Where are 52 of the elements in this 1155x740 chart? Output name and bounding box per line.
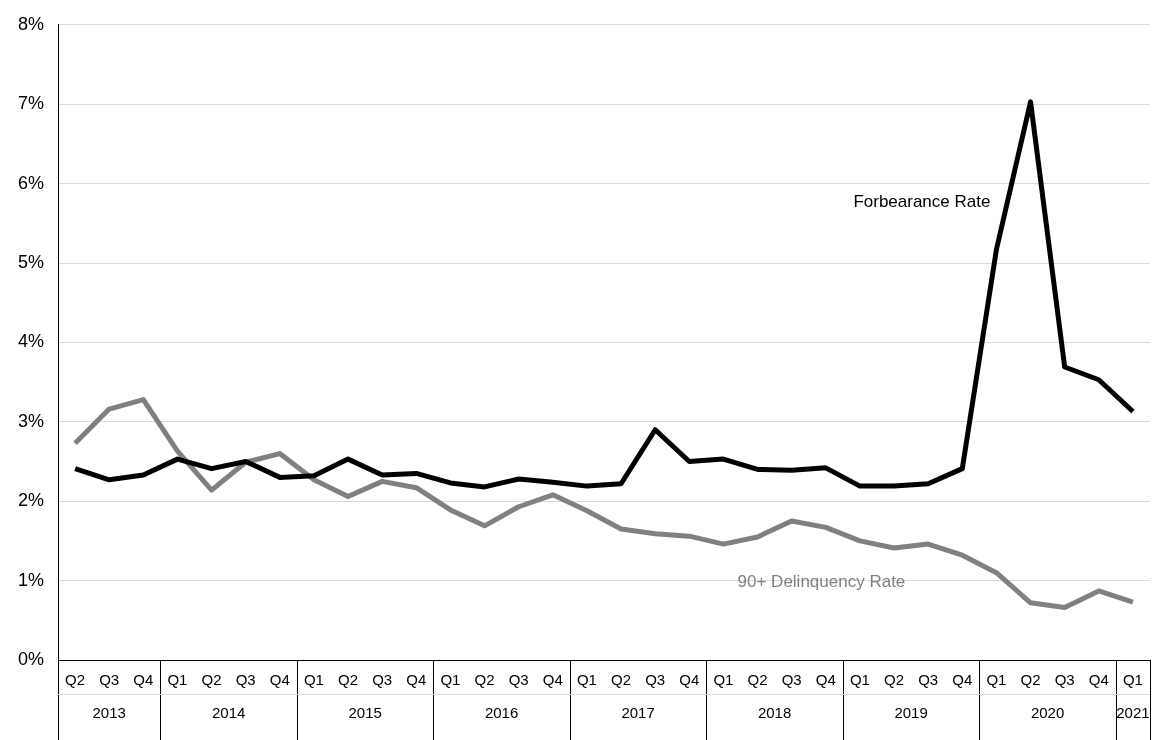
- y-tick-label: 6%: [18, 172, 45, 193]
- y-tick-label: 7%: [18, 93, 45, 114]
- x-tick-label: Q1: [713, 671, 734, 689]
- y-tick-label: 5%: [18, 251, 45, 272]
- text: 2014: [211, 704, 246, 722]
- x-tick-label: Q4: [952, 671, 973, 689]
- x-tick-label: Q2: [201, 671, 222, 689]
- series-label: 90+ Delinquency Rate: [737, 571, 906, 591]
- x-tick-label: Q4: [406, 671, 427, 689]
- x-tick-label: Q4: [133, 671, 154, 689]
- x-tick-label: Q1: [167, 671, 188, 689]
- x-tick-label: Q3: [508, 671, 529, 689]
- text: 2020: [1030, 704, 1065, 722]
- text: 2018: [757, 704, 792, 722]
- y-tick-label: 2%: [18, 490, 45, 511]
- x-tick-label: Q3: [1054, 671, 1075, 689]
- x-tick-label: Q2: [1020, 671, 1041, 689]
- x-tick-label: Q3: [372, 671, 393, 689]
- text: 2013: [92, 704, 126, 722]
- series-label: Forbearance Rate: [853, 192, 991, 212]
- x-tick-label: Q1: [440, 671, 461, 689]
- x-tick-label: Q3: [918, 671, 939, 689]
- x-tick-label: Q2: [474, 671, 495, 689]
- x-tick-label: Q3: [235, 671, 256, 689]
- y-tick-label: 3%: [18, 410, 45, 431]
- x-tick-label: Q1: [1122, 671, 1143, 689]
- x-tick-label: Q1: [576, 671, 597, 689]
- y-tick-label: 8%: [18, 13, 45, 34]
- y-tick-label: 1%: [18, 569, 45, 590]
- text: 2019: [894, 704, 928, 722]
- x-tick-label: Q3: [99, 671, 120, 689]
- x-tick-label: Q2: [65, 671, 86, 689]
- x-tick-label: Q2: [884, 671, 905, 689]
- x-tick-label: Q4: [679, 671, 700, 689]
- x-tick-label: Q1: [303, 671, 324, 689]
- x-tick-label: Q4: [542, 671, 563, 689]
- text: 2015: [348, 704, 382, 722]
- x-tick-label: Q2: [338, 671, 359, 689]
- text: 2021: [1116, 704, 1150, 722]
- x-tick-label: Q2: [611, 671, 632, 689]
- x-tick-label: Q4: [815, 671, 836, 689]
- x-tick-label: Q4: [269, 671, 290, 689]
- x-tick-label: Q1: [849, 671, 870, 689]
- x-tick-label: Q1: [986, 671, 1007, 689]
- x-tick-label: Q3: [781, 671, 802, 689]
- x-tick-label: Q3: [645, 671, 666, 689]
- text: 2016: [484, 704, 519, 722]
- y-tick-label: 4%: [18, 331, 45, 352]
- y-tick-label: 0%: [18, 648, 45, 669]
- text: 2017: [621, 704, 655, 722]
- x-tick-label: Q2: [747, 671, 768, 689]
- x-tick-label: Q4: [1088, 671, 1109, 689]
